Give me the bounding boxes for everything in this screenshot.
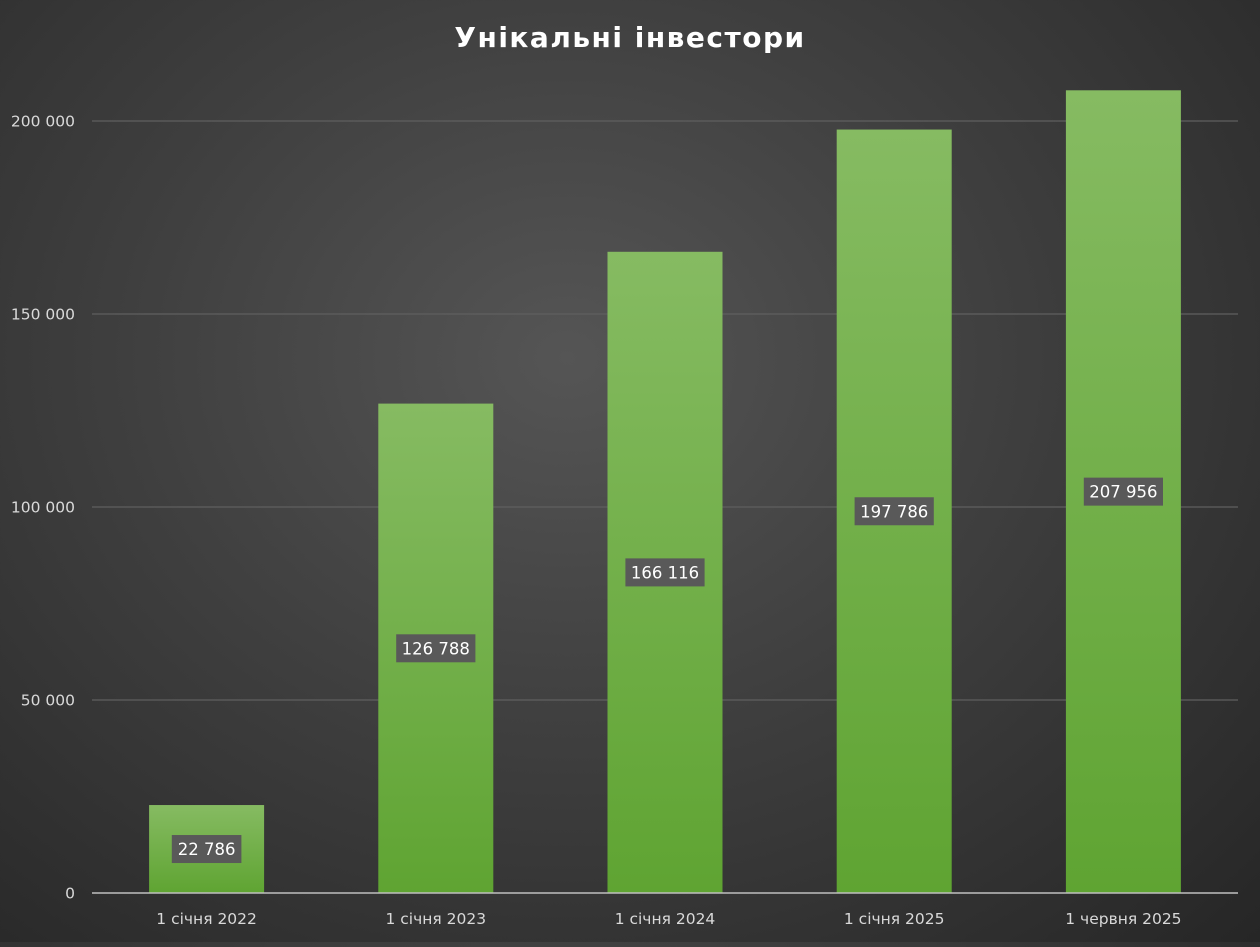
- y-tick-label: 0: [65, 885, 75, 903]
- data-label-box: [625, 558, 705, 587]
- y-tick-label: 100 000: [11, 499, 75, 517]
- x-tick-label: 1 червня 2025: [1065, 910, 1181, 928]
- data-label: 126 788: [402, 639, 470, 658]
- axes: 0 50 000 100 000 150 000 200 000 1 січня 2022…: [11, 113, 1238, 928]
- data-label-box: [396, 634, 476, 663]
- chart-title: Унікальні інвестори: [454, 21, 805, 54]
- data-labels: 22 786 126 788 166 116 197 786 207 956: [171, 477, 1163, 864]
- data-label: 22 786: [178, 840, 236, 859]
- x-tick-label: 1 січня 2023: [385, 910, 486, 928]
- data-label: 197 786: [860, 502, 928, 521]
- data-label-box: [854, 497, 934, 526]
- bars: [149, 90, 1181, 894]
- y-tick-label: 200 000: [11, 113, 75, 131]
- x-tick-label: 1 січня 2025: [844, 910, 945, 928]
- data-label-box: [171, 835, 242, 864]
- x-tick-label: 1 січня 2024: [615, 910, 716, 928]
- x-tick-label: 1 січня 2022: [156, 910, 257, 928]
- data-label-box: [1083, 477, 1163, 506]
- y-tick-label: 50 000: [21, 692, 75, 710]
- y-tick-label: 150 000: [11, 306, 75, 324]
- data-label: 166 116: [631, 563, 699, 582]
- data-label: 207 956: [1089, 483, 1157, 502]
